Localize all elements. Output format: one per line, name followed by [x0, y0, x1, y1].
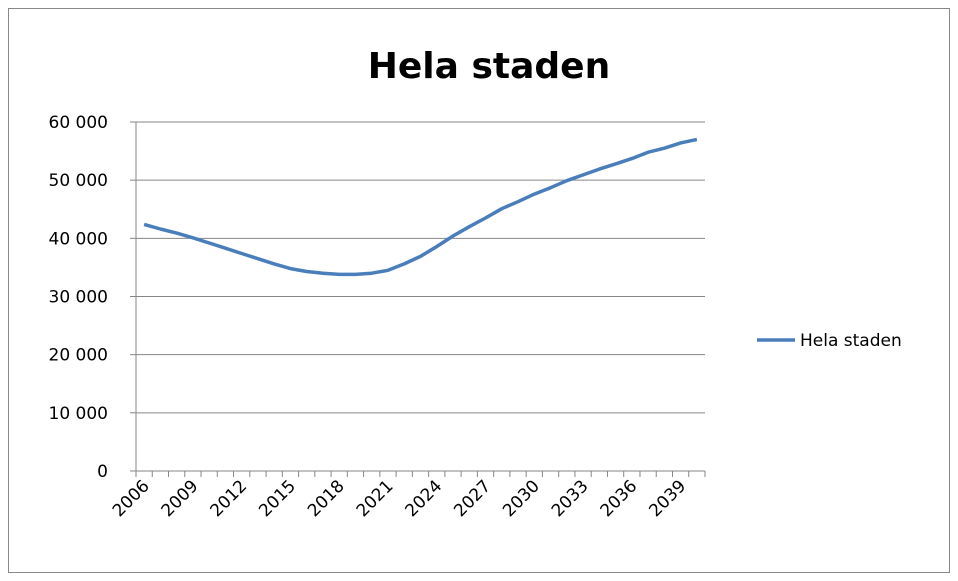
y-tick-label: 60 000	[49, 113, 108, 133]
y-tick-label: 10 000	[49, 404, 108, 424]
chart-frame	[8, 8, 950, 573]
data-line	[143, 137, 698, 277]
chart-title: Hela staden	[368, 46, 610, 87]
y-tick-label: 20 000	[49, 346, 108, 366]
legend-label: Hela staden	[800, 331, 902, 351]
y-tick-label: 40 000	[49, 229, 108, 249]
y-tick-label: 0	[97, 462, 108, 482]
y-tick-label: 30 000	[49, 288, 108, 308]
y-tick-label: 50 000	[49, 171, 108, 191]
